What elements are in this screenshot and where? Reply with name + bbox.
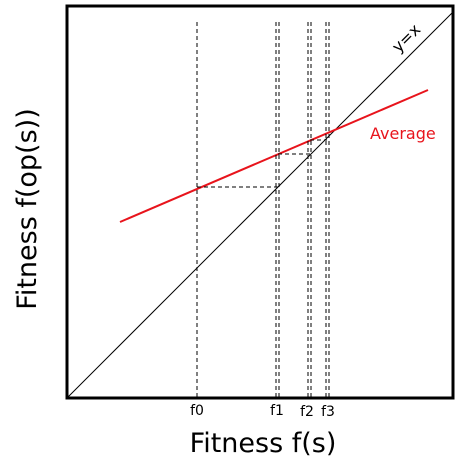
identity-line (66, 12, 453, 399)
tick-label-f2: f2 (300, 404, 314, 420)
tick-label-f0: f0 (190, 403, 204, 419)
x-axis-title: Fitness f(s) (190, 428, 337, 459)
identity-line-label: y=x (388, 20, 424, 56)
average-line-label: Average (370, 124, 436, 143)
y-axis-title: Fitness f(op(s)) (12, 108, 43, 309)
plot-frame (65, 4, 455, 400)
tick-label-f1: f1 (270, 403, 284, 419)
average-line (119, 89, 429, 223)
tick-label-f3: f3 (321, 404, 335, 420)
